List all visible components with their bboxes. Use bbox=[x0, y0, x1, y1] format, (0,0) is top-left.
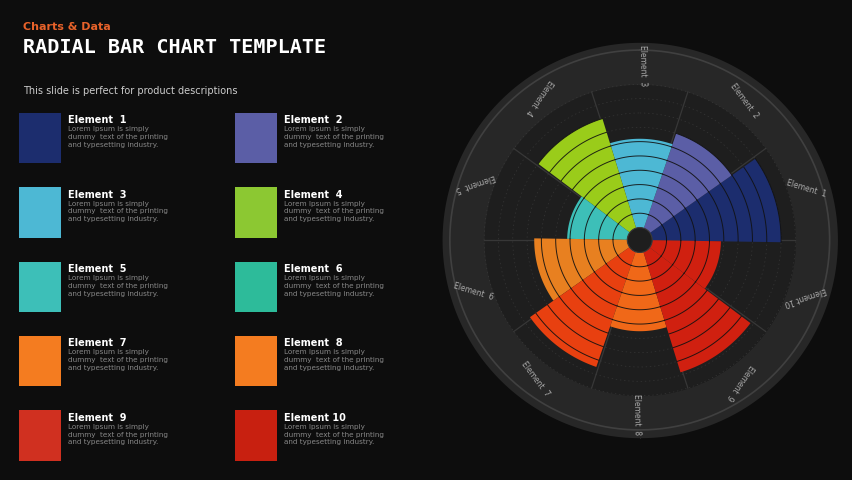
Polygon shape bbox=[643, 133, 731, 233]
Text: Element  2: Element 2 bbox=[728, 82, 759, 120]
Polygon shape bbox=[609, 139, 671, 228]
FancyBboxPatch shape bbox=[19, 410, 61, 461]
FancyBboxPatch shape bbox=[19, 187, 61, 238]
FancyBboxPatch shape bbox=[234, 262, 276, 312]
Polygon shape bbox=[649, 159, 780, 242]
Text: This slide is perfect for product descriptions: This slide is perfect for product descri… bbox=[24, 86, 238, 96]
Text: Lorem Ipsum is simply
dummy  text of the printing
and typesetting industry.: Lorem Ipsum is simply dummy text of the … bbox=[68, 424, 168, 445]
Polygon shape bbox=[529, 247, 635, 367]
Polygon shape bbox=[626, 228, 652, 252]
Polygon shape bbox=[567, 196, 629, 240]
Polygon shape bbox=[609, 252, 665, 331]
Text: Lorem Ipsum is simply
dummy  text of the printing
and typesetting industry.: Lorem Ipsum is simply dummy text of the … bbox=[284, 424, 383, 445]
Text: Lorem Ipsum is simply
dummy  text of the printing
and typesetting industry.: Lorem Ipsum is simply dummy text of the … bbox=[68, 349, 168, 371]
Text: Lorem Ipsum is simply
dummy  text of the printing
and typesetting industry.: Lorem Ipsum is simply dummy text of the … bbox=[284, 275, 383, 297]
Text: Element  6: Element 6 bbox=[452, 281, 493, 301]
FancyBboxPatch shape bbox=[234, 113, 276, 163]
Text: Lorem Ipsum is simply
dummy  text of the printing
and typesetting industry.: Lorem Ipsum is simply dummy text of the … bbox=[284, 126, 383, 148]
FancyBboxPatch shape bbox=[234, 336, 276, 386]
Polygon shape bbox=[642, 248, 750, 372]
Text: Element  8: Element 8 bbox=[284, 338, 342, 348]
Text: Element  7: Element 7 bbox=[68, 338, 126, 348]
Text: Element  1: Element 1 bbox=[785, 179, 826, 199]
Text: Element 10: Element 10 bbox=[284, 413, 345, 423]
Polygon shape bbox=[533, 239, 629, 300]
Text: Lorem Ipsum is simply
dummy  text of the printing
and typesetting industry.: Lorem Ipsum is simply dummy text of the … bbox=[68, 126, 168, 148]
Text: Element  4: Element 4 bbox=[523, 78, 555, 117]
FancyBboxPatch shape bbox=[234, 410, 276, 461]
Text: Charts & Data: Charts & Data bbox=[24, 22, 111, 32]
Text: Element  3: Element 3 bbox=[68, 190, 126, 200]
Text: Element  9: Element 9 bbox=[723, 363, 755, 402]
Text: Element  9: Element 9 bbox=[68, 413, 126, 423]
FancyBboxPatch shape bbox=[19, 262, 61, 312]
Text: Element  3: Element 3 bbox=[637, 45, 647, 86]
Text: Element  8: Element 8 bbox=[631, 394, 641, 435]
FancyBboxPatch shape bbox=[234, 187, 276, 238]
Text: Element  6: Element 6 bbox=[284, 264, 342, 274]
Text: Element  7: Element 7 bbox=[519, 360, 550, 398]
Text: Element 10: Element 10 bbox=[781, 285, 826, 308]
Text: Lorem Ipsum is simply
dummy  text of the printing
and typesetting industry.: Lorem Ipsum is simply dummy text of the … bbox=[284, 201, 383, 222]
Polygon shape bbox=[649, 240, 720, 289]
Text: Lorem Ipsum is simply
dummy  text of the printing
and typesetting industry.: Lorem Ipsum is simply dummy text of the … bbox=[68, 201, 168, 222]
Text: Lorem Ipsum is simply
dummy  text of the printing
and typesetting industry.: Lorem Ipsum is simply dummy text of the … bbox=[284, 349, 383, 371]
FancyBboxPatch shape bbox=[19, 336, 61, 386]
Polygon shape bbox=[538, 119, 636, 232]
Text: Element  4: Element 4 bbox=[284, 190, 342, 200]
FancyBboxPatch shape bbox=[19, 113, 61, 163]
Text: Lorem Ipsum is simply
dummy  text of the printing
and typesetting industry.: Lorem Ipsum is simply dummy text of the … bbox=[68, 275, 168, 297]
Text: Element  2: Element 2 bbox=[284, 115, 342, 125]
Text: Element  1: Element 1 bbox=[68, 115, 126, 125]
Polygon shape bbox=[484, 84, 794, 396]
Text: Element  5: Element 5 bbox=[68, 264, 126, 274]
Text: Element  5: Element 5 bbox=[453, 173, 495, 194]
Text: RADIAL BAR CHART TEMPLATE: RADIAL BAR CHART TEMPLATE bbox=[24, 38, 326, 58]
